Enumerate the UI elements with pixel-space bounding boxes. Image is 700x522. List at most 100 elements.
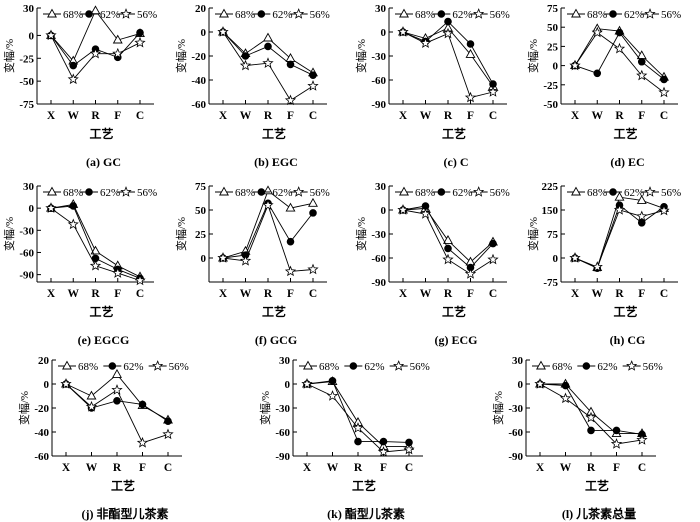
series-line-56% (50, 207, 141, 281)
legend-label: 56% (490, 9, 510, 21)
data-point (112, 368, 122, 378)
x-tick-label: X (399, 110, 408, 122)
data-point (466, 40, 475, 48)
legend-marker (609, 10, 617, 18)
x-axis-label: 工艺 (111, 478, 135, 493)
data-point (613, 42, 626, 54)
data-point (138, 400, 147, 409)
y-tick-label: -90 (275, 451, 290, 463)
data-point (569, 252, 581, 263)
legend-label: 62% (123, 361, 143, 373)
y-tick-label: -60 (275, 427, 290, 439)
legend-label: 68% (319, 361, 339, 373)
data-point (241, 52, 250, 60)
x-axis-label: 工艺 (262, 304, 286, 319)
data-point (284, 94, 297, 106)
y-tick-label: 75 (547, 3, 559, 15)
y-tick-label: -75 (543, 277, 558, 289)
x-tick-label: F (613, 462, 620, 474)
x-tick-label: R (444, 288, 453, 300)
x-tick-label: W (86, 462, 98, 474)
y-tick-label: 30 (279, 355, 291, 367)
y-tick-label: 30 (23, 181, 35, 193)
y-tick-label: -90 (371, 277, 386, 289)
data-point (45, 202, 57, 213)
y-tick-label: 25 (195, 229, 207, 241)
data-point (134, 36, 146, 48)
x-tick-label: C (136, 288, 144, 300)
data-point (112, 34, 123, 44)
legend-label: 56% (310, 187, 330, 199)
data-point (285, 202, 296, 212)
y-tick-label: 0 (201, 253, 207, 265)
x-tick-label: F (114, 110, 121, 122)
y-tick-label: -50 (543, 99, 558, 111)
data-point (90, 5, 101, 15)
legend-marker (152, 360, 164, 371)
data-point (379, 437, 388, 446)
data-point (612, 426, 621, 435)
y-tick-label: -30 (371, 229, 386, 241)
data-point (591, 26, 603, 38)
x-tick-label: C (660, 110, 668, 122)
y-axis-label: 变幅/% (354, 217, 368, 251)
panel-g: 30 0 -30 -60 -90 X W R F C 变幅/% 工艺 68% 62% 56% (g) ECG (354, 181, 510, 347)
data-point (534, 378, 546, 389)
x-tick-label: W (327, 462, 339, 474)
data-point (587, 426, 595, 435)
data-point (591, 261, 603, 272)
data-point (326, 390, 339, 401)
data-point (309, 209, 317, 217)
legend-marker (303, 360, 313, 370)
legend-marker (108, 362, 117, 370)
panel-a: 30 0 -25 -50 -75 X W R F C 变幅/% 工艺 68% 62% 56% (a) GC (2, 3, 157, 169)
legend-marker (644, 8, 656, 19)
y-tick-label: 0 (201, 27, 207, 39)
y-tick-label: 0 (553, 253, 559, 265)
series-line-56% (402, 31, 494, 99)
data-point (67, 73, 79, 85)
x-tick-label: F (139, 462, 146, 474)
legend-label: 68% (63, 187, 83, 199)
y-tick-label: -90 (371, 99, 386, 111)
legend-label: 62% (100, 187, 120, 199)
legend-label: 56% (661, 187, 681, 199)
legend-label: 62% (364, 361, 384, 373)
data-point (89, 47, 102, 59)
y-tick-label: 0 (553, 61, 559, 73)
y-tick-label: -20 (34, 403, 49, 415)
y-tick-label: -90 (508, 451, 523, 463)
x-tick-label: C (164, 462, 172, 474)
y-tick-label: 30 (375, 181, 387, 193)
y-tick-label: 30 (512, 355, 524, 367)
panel-b: 20 0 -20 -40 -60 X W R F C 变幅/% 工艺 68% 62% 56% (b) EGC (174, 3, 330, 169)
data-point (561, 381, 570, 390)
panel-caption: (h) CG (610, 333, 646, 347)
y-tick-label: -30 (19, 225, 34, 237)
series-line-56% (65, 383, 169, 444)
x-tick-label: F (287, 288, 294, 300)
data-point (262, 199, 274, 210)
x-tick-label: R (113, 462, 122, 474)
data-point (487, 253, 499, 265)
data-point (397, 26, 409, 37)
x-tick-label: X (47, 110, 56, 122)
x-tick-label: W (240, 110, 252, 122)
y-tick-label: -60 (508, 427, 523, 439)
x-tick-label: X (536, 462, 545, 474)
x-tick-label: F (467, 110, 474, 122)
legend-marker (571, 8, 581, 18)
data-point (397, 204, 409, 215)
legend-label: 68% (63, 9, 83, 21)
data-point (465, 48, 476, 58)
x-tick-label: W (240, 288, 252, 300)
y-tick-label: 75 (195, 181, 207, 193)
data-point (613, 204, 626, 215)
series-line-56% (574, 31, 665, 93)
data-point (264, 42, 272, 51)
panel-j: 20 0 -20 -40 -60 X W R F C 变幅/% 工艺 68% 62% 56% (j) 非酯型儿… (17, 355, 189, 521)
panel-caption: (f) GCG (255, 333, 297, 347)
legend-label: 62% (272, 187, 292, 199)
data-point (286, 60, 295, 69)
data-point (60, 378, 72, 389)
